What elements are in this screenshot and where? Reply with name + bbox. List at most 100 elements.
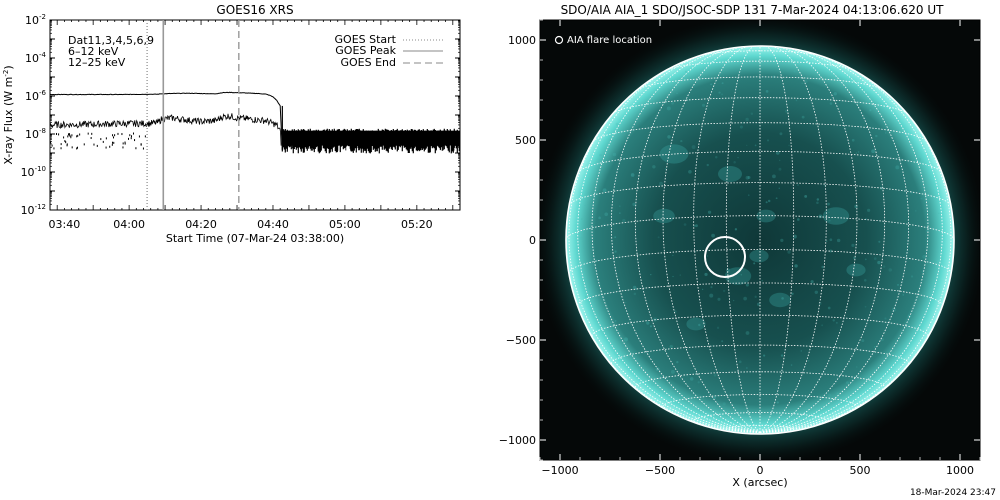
texture-speck (747, 194, 750, 196)
image-title: SDO/AIA AIA_1 SDO/JSOC-SDP 131 7-Mar-202… (561, 3, 945, 17)
texture-speck (892, 307, 896, 312)
texture-speck (864, 258, 867, 261)
texture-speck (635, 287, 638, 290)
texture-speck (747, 176, 751, 179)
texture-speck (804, 194, 808, 198)
texture-speck (810, 280, 814, 284)
y-tick-label: 0 (529, 234, 536, 247)
longitude-line (759, 46, 858, 433)
texture-speck (733, 161, 736, 164)
texture-speck (902, 294, 905, 296)
texture-speck (792, 234, 797, 239)
latitude-line (698, 50, 822, 57)
texture-speck (821, 324, 824, 327)
texture-speck (584, 204, 586, 207)
data-dot (134, 139, 136, 142)
longitude-line (759, 85, 952, 433)
texture-speck (669, 344, 674, 349)
flare-location-circle (704, 236, 746, 278)
texture-speck (639, 120, 641, 122)
data-dot (112, 134, 114, 137)
texture-speck (646, 321, 650, 325)
texture-speck (745, 283, 749, 287)
texture-speck (910, 275, 914, 278)
latitude-line (568, 182, 952, 206)
longitude-line (725, 46, 761, 433)
texture-speck (614, 319, 617, 322)
texture-speck (787, 250, 791, 254)
y-tick-exp: -12 (35, 203, 46, 211)
latitude-line (636, 76, 884, 91)
texture-speck (851, 138, 855, 142)
texture-speck (832, 319, 835, 322)
texture-speck (721, 93, 724, 96)
texture-speck (740, 274, 742, 276)
texture-speck (784, 109, 788, 113)
texture-speck (667, 135, 671, 139)
texture-speck (756, 302, 761, 306)
texture-speck (650, 382, 655, 387)
texture-speck (622, 219, 626, 223)
data-dot (65, 141, 67, 144)
texture-speck (715, 155, 718, 159)
data-dot (93, 143, 95, 146)
texture-speck (737, 157, 739, 159)
x-tick-label: −500 (645, 464, 675, 477)
data-layer (50, 91, 460, 154)
texture-speck (768, 59, 771, 63)
texture-speck (775, 197, 778, 200)
texture-speck (676, 360, 679, 364)
x-tick-label: 0 (757, 464, 764, 477)
texture-speck (713, 374, 717, 377)
y-tick-label: 10-2 (25, 13, 46, 27)
texture-speck (650, 273, 652, 276)
x-tick-label: −1000 (541, 464, 578, 477)
data-dot (71, 134, 73, 137)
texture-speck (828, 219, 831, 222)
texture-speck (632, 202, 636, 207)
data-dot (132, 132, 134, 135)
x-axis-label: Start Time (07-Mar-24 03:38:00) (166, 232, 344, 245)
x-tick-label: 04:40 (257, 218, 289, 231)
texture-speck (776, 401, 779, 404)
texture-speck (614, 236, 617, 239)
texture-speck (895, 165, 900, 170)
texture-speck (766, 139, 770, 142)
texture-speck (878, 240, 881, 243)
texture-speck (882, 265, 886, 268)
x-axis-label: X (arcsec) (732, 476, 787, 489)
texture-speck (745, 117, 749, 122)
texture-speck (701, 103, 706, 107)
data-dot (90, 137, 92, 140)
data-dot (111, 143, 113, 146)
texture-speck (854, 204, 858, 209)
solar-limb (565, 45, 955, 435)
texture-speck (873, 346, 876, 349)
texture-speck (829, 102, 833, 105)
texture-speck (579, 236, 583, 240)
texture-speck (833, 92, 837, 96)
y-tick-base: 10 (25, 128, 39, 141)
data-dot (87, 132, 89, 135)
texture-speck (818, 214, 823, 219)
texture-speck (857, 151, 860, 153)
texture-speck (726, 268, 730, 272)
y-tick-label: 10-12 (21, 203, 46, 217)
longitude-line (662, 46, 761, 433)
texture-speck (855, 152, 858, 154)
data-dot (70, 136, 72, 139)
texture-speck (710, 286, 713, 289)
texture-speck (743, 296, 747, 301)
texture-speck (801, 82, 804, 85)
data-dot (58, 133, 60, 136)
texture-speck (706, 255, 709, 257)
data-dot (130, 137, 132, 140)
longitude-line (759, 58, 943, 433)
data-dot (55, 132, 57, 135)
texture-speck (619, 212, 621, 214)
texture-speck (721, 340, 724, 343)
latitude-line (612, 97, 908, 115)
texture-speck (818, 396, 820, 398)
texture-speck (828, 393, 832, 397)
data-dot (71, 146, 73, 149)
